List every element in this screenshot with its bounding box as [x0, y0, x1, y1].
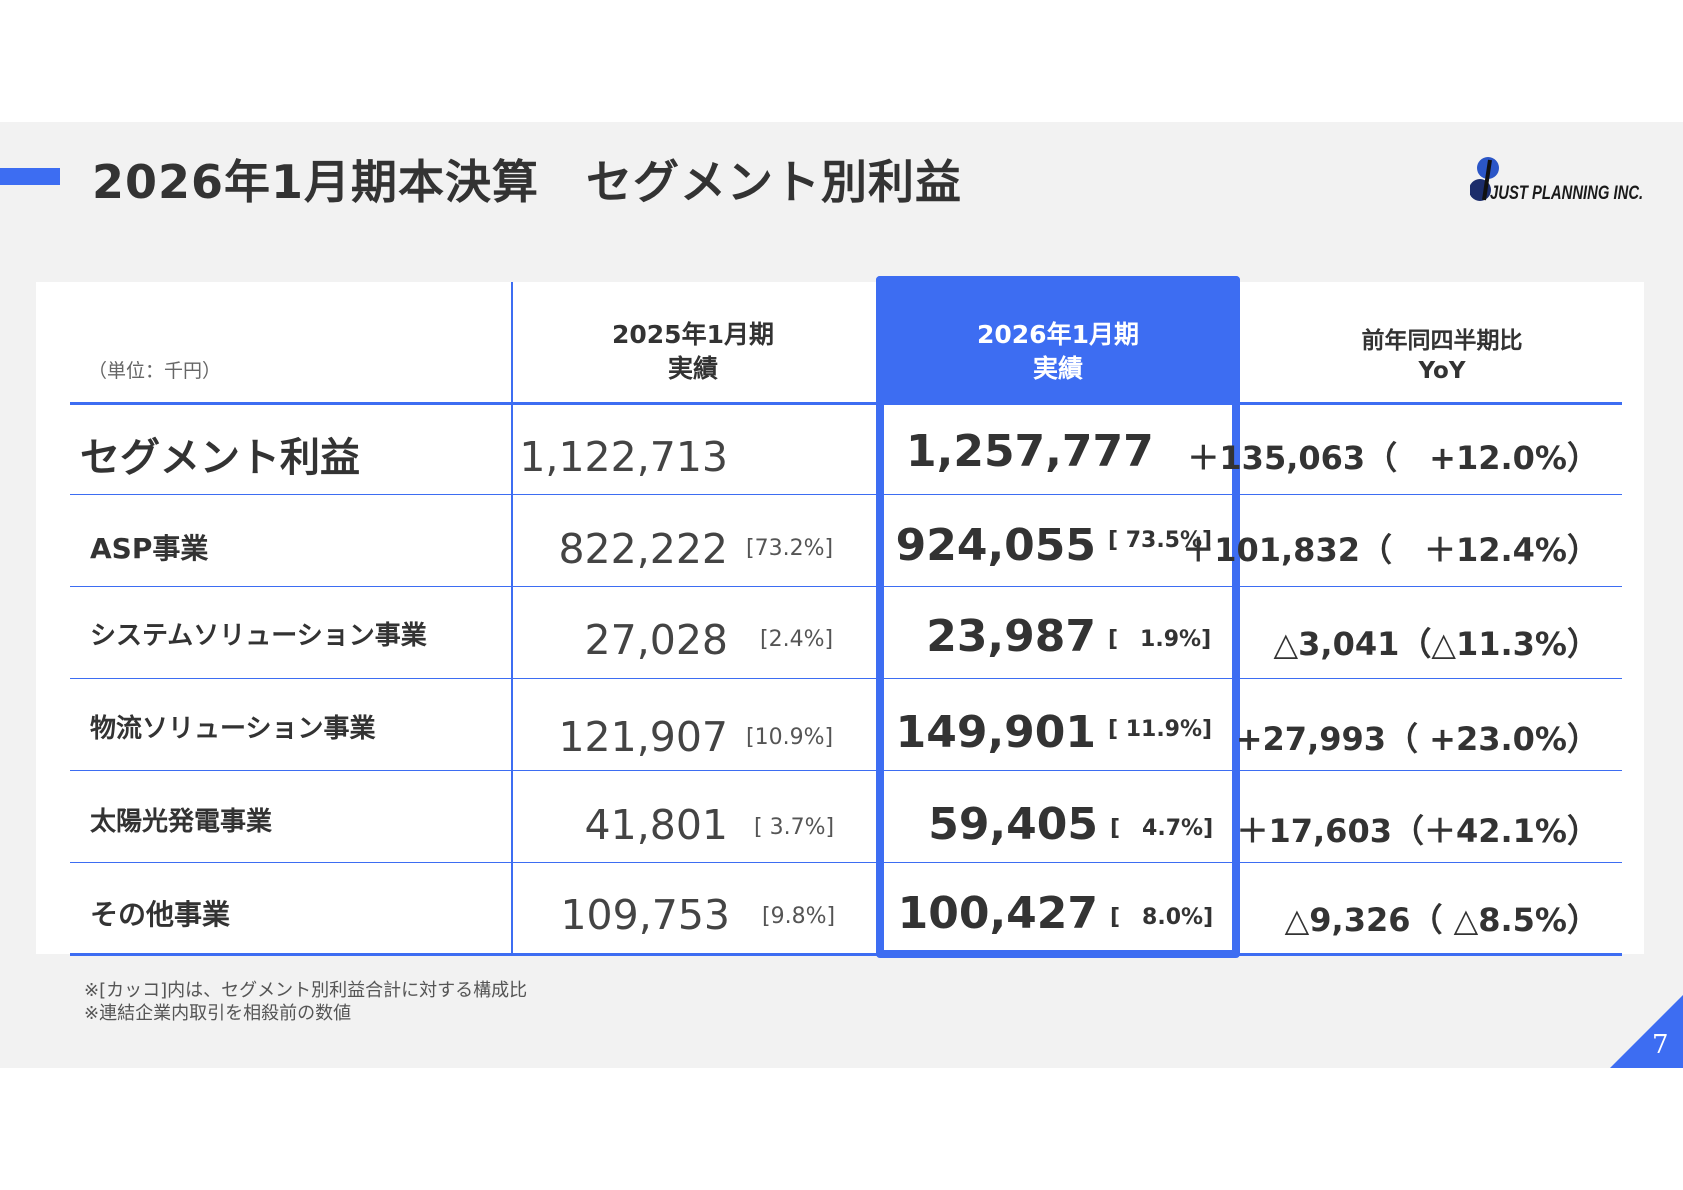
- value-2026: 149,901: [895, 707, 1096, 758]
- row-label-other: その他事業: [90, 898, 231, 931]
- table-panel: [36, 282, 1644, 954]
- share-2025: [ 3.7%]: [754, 815, 835, 840]
- yoy-value: +27,993（ +23.0%）: [1235, 720, 1599, 758]
- row-label-solar: 太陽光発電事業: [90, 807, 273, 837]
- header-divider: [70, 402, 1622, 405]
- column-header-2026: 2026年1月期 実績: [876, 318, 1240, 386]
- value-2025: 109,753: [560, 891, 730, 939]
- value-2025: 121,907: [558, 713, 728, 761]
- row-divider: [70, 586, 1622, 587]
- row-divider: [70, 770, 1622, 771]
- unit-label: （単位：千円）: [88, 360, 222, 382]
- company-logo: [1470, 157, 1499, 201]
- value-2025: 822,222: [558, 525, 728, 573]
- share-2026: [ 1.9%]: [1108, 627, 1212, 652]
- row-label-logistics-solution: 物流ソリューション事業: [90, 714, 376, 744]
- row-label-asp: ASP事業: [90, 532, 209, 565]
- footnote: ※[カッコ]内は、セグメント別利益合計に対する構成比: [84, 980, 528, 1001]
- page-number: 7: [1652, 1030, 1669, 1060]
- column-divider: [511, 282, 513, 954]
- value-2026: 23,987: [926, 611, 1096, 662]
- row-label-segment-profit: セグメント利益: [80, 435, 360, 481]
- row-divider: [70, 494, 1622, 495]
- column-header-2025-line1: 2025年1月期: [612, 320, 774, 349]
- highlight-column-frame: [876, 276, 1240, 958]
- page-title: 2026年1月期本決算 セグメント別利益: [92, 155, 963, 209]
- value-2025: 27,028: [584, 616, 728, 664]
- share-2025: [2.4%]: [760, 627, 834, 652]
- column-header-2026-line2: 実績: [1032, 354, 1083, 383]
- value-2026: 100,427: [897, 888, 1098, 939]
- title-accent-bar: [0, 168, 60, 185]
- highlight-column-header: [876, 276, 1240, 404]
- column-header-2026-line1: 2026年1月期: [977, 320, 1139, 349]
- column-header-yoy-line2: YoY: [1418, 358, 1466, 384]
- yoy-value: ＋135,063（ +12.0%）: [1187, 439, 1599, 477]
- column-header-yoy: 前年同四半期比 YoY: [1240, 326, 1644, 386]
- yoy-value: ＋17,603（＋42.1%）: [1236, 812, 1599, 850]
- column-header-2025-line2: 実績: [667, 354, 718, 383]
- value-2025: 1,122,713: [519, 433, 728, 481]
- yoy-value: △3,041（△11.3%）: [1273, 625, 1599, 663]
- share-2026: [ 8.0%]: [1110, 905, 1214, 930]
- table-bottom-border: [70, 953, 1622, 956]
- row-divider: [70, 678, 1622, 679]
- share-2025: [10.9%]: [746, 725, 834, 750]
- share-2026: [ 4.7%]: [1110, 816, 1214, 841]
- yoy-value: ＋101,832（ ＋12.4%）: [1182, 531, 1599, 569]
- footnote: ※連結企業内取引を相殺前の数値: [84, 1003, 352, 1024]
- value-2025: 41,801: [584, 801, 728, 849]
- column-header-yoy-line1: 前年同四半期比: [1361, 328, 1523, 354]
- share-2026: [ 11.9%]: [1108, 717, 1213, 742]
- share-2026: [ 73.5%]: [1108, 528, 1213, 553]
- share-2025: [73.2%]: [746, 536, 834, 561]
- yoy-value: △9,326（ △8.5%）: [1284, 901, 1599, 939]
- row-divider: [70, 862, 1622, 863]
- share-2025: [9.8%]: [762, 904, 836, 929]
- column-header-2025: 2025年1月期 実績: [512, 318, 874, 386]
- value-2026: 1,257,777: [906, 426, 1154, 477]
- company-logo-text: JUST PLANNING INC.: [1490, 183, 1644, 204]
- row-label-system-solution: システムソリューション事業: [90, 621, 427, 651]
- value-2026: 924,055: [895, 520, 1096, 571]
- page-number-corner: [1610, 995, 1683, 1068]
- value-2026: 59,405: [928, 799, 1098, 850]
